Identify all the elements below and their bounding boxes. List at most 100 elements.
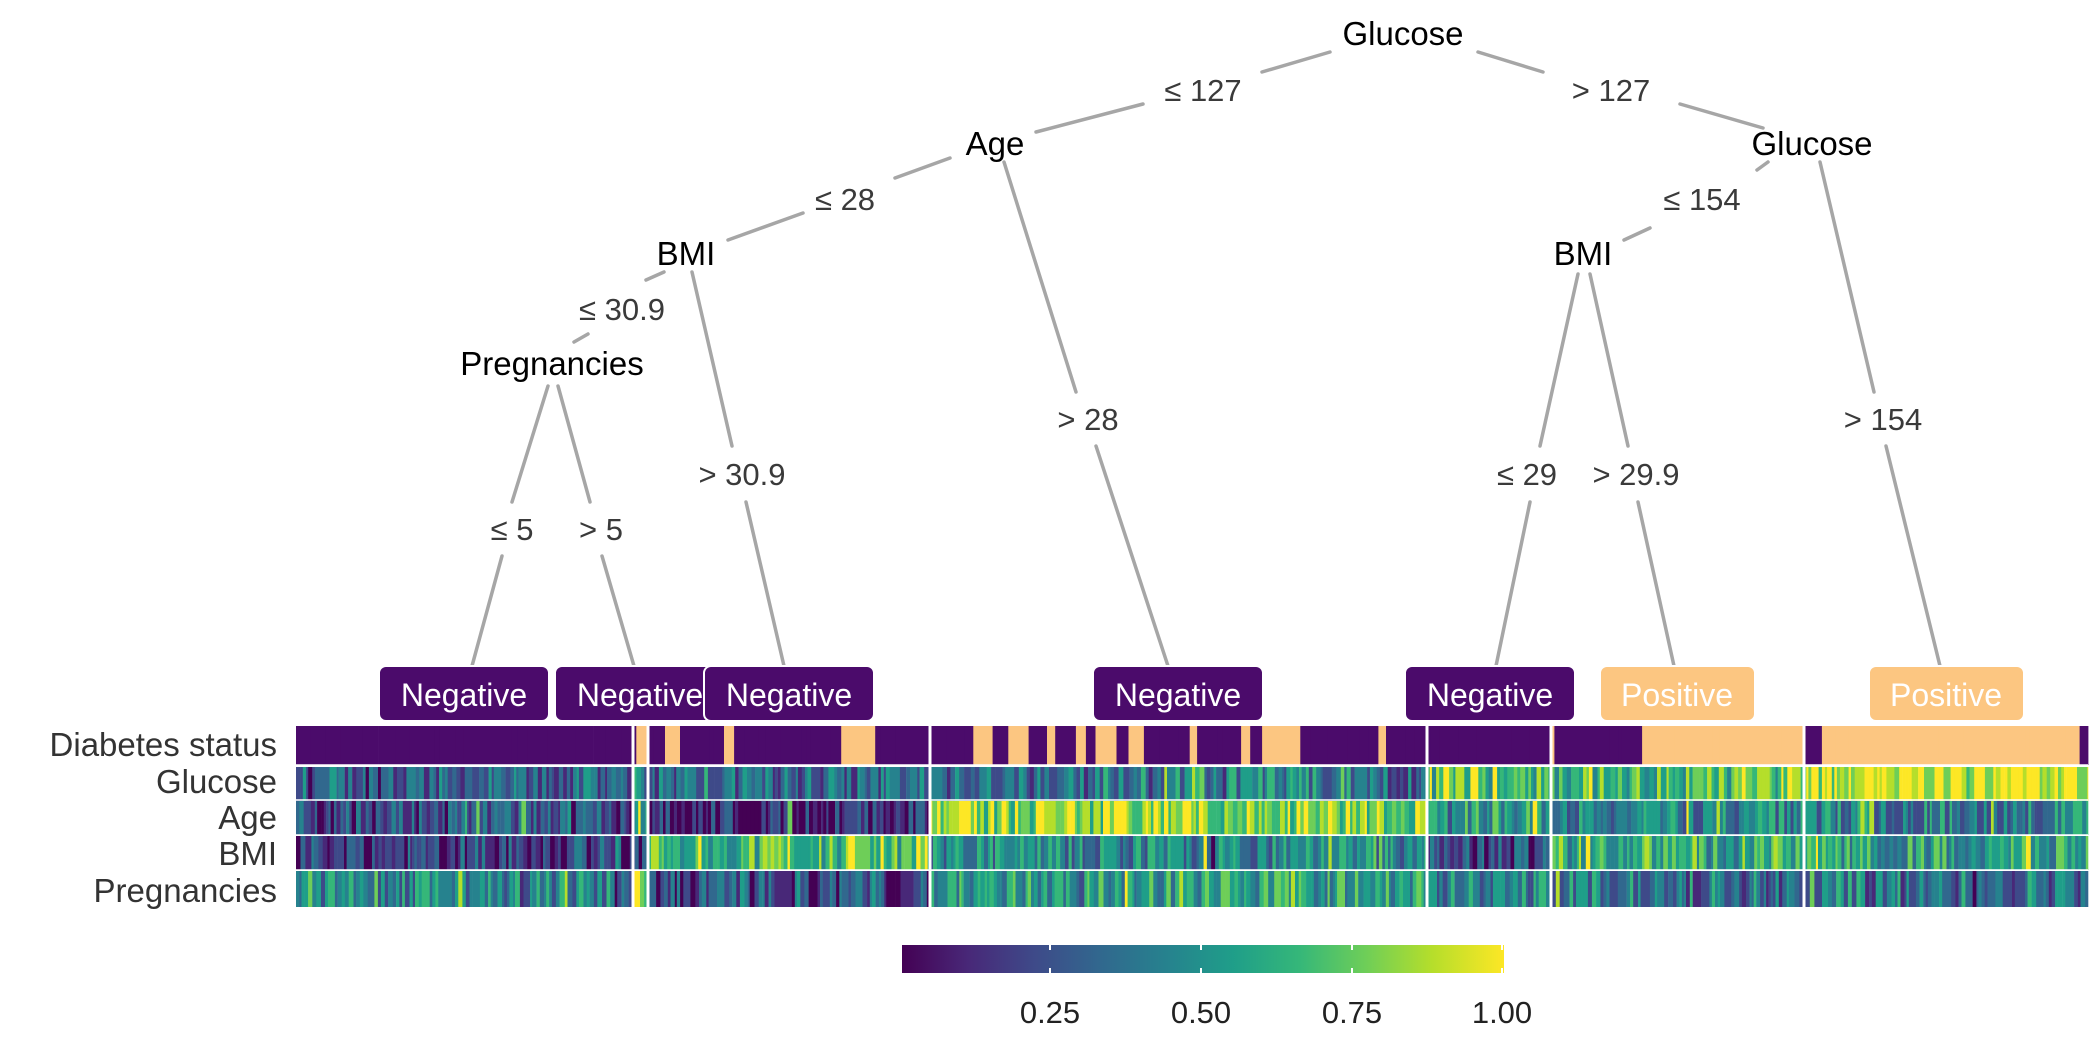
feature-cell (1618, 836, 1624, 870)
feature-cell (1430, 836, 1435, 870)
feature-cell (891, 767, 896, 801)
feature-cell (317, 801, 322, 835)
feature-cell (1308, 767, 1313, 801)
feature-cell (2013, 836, 2018, 870)
feature-cell (1686, 836, 1691, 870)
feature-cell (1153, 871, 1158, 907)
feature-cell (586, 836, 592, 870)
feature-cell (1464, 767, 1468, 801)
feature-cell (1195, 767, 1200, 801)
feature-cell (1400, 801, 1405, 835)
status-cell (378, 726, 397, 765)
feature-cell (426, 801, 431, 835)
edge-label-e1: ≤ 127 (1164, 73, 1241, 108)
feature-cell (1738, 836, 1743, 870)
feature-cell (1916, 836, 1922, 870)
feature-cell (1206, 767, 1211, 801)
feature-cell (1905, 767, 1909, 801)
feature-cell (1370, 836, 1374, 870)
feature-cell (708, 801, 712, 835)
feature-cell (1911, 871, 1917, 907)
feature-cell (1264, 767, 1268, 801)
feature-cell (1711, 836, 1714, 870)
feature-cell (564, 871, 568, 907)
feature-cell (518, 801, 522, 835)
feature-cell (795, 767, 799, 801)
feature-cell (311, 836, 314, 870)
feature-cell (1157, 871, 1161, 907)
feature-cell (600, 767, 606, 801)
feature-cell (555, 871, 560, 907)
feature-cell (905, 871, 910, 907)
feature-cell (1323, 836, 1329, 870)
feature-cell (316, 871, 322, 907)
feature-cell (1563, 836, 1568, 870)
feature-cell (518, 836, 524, 870)
feature-cell (883, 836, 887, 870)
feature-cell (1376, 836, 1380, 870)
feature-cell (2057, 801, 2062, 835)
feature-cell (1442, 871, 1448, 907)
status-cell (1821, 726, 1837, 765)
feature-cell (482, 801, 488, 835)
feature-cell (358, 767, 364, 801)
feature-cell (1166, 871, 1172, 907)
feature-cell (1728, 871, 1732, 907)
feature-cell (1014, 836, 1018, 870)
feature-cell (356, 871, 361, 907)
feature-cell (1258, 801, 1262, 835)
feature-cell (1757, 801, 1763, 835)
feature-cell (1043, 871, 1048, 907)
feature-cell (862, 871, 868, 907)
feature-cell (494, 801, 498, 835)
feature-cell (1037, 836, 1041, 870)
feature-cell (591, 836, 595, 870)
feature-cell (1837, 801, 1842, 835)
feature-cell (1049, 767, 1053, 801)
feature-cell (1582, 801, 1586, 835)
feature-cell (400, 767, 404, 801)
feature-cell (765, 801, 769, 835)
feature-cell (1336, 801, 1341, 835)
feature-cell (2010, 767, 2016, 801)
feature-cell (1725, 801, 1731, 835)
feature-cell (1904, 871, 1907, 907)
feature-cell (640, 801, 646, 835)
feature-cell (1860, 871, 1866, 907)
feature-cell (676, 767, 681, 801)
feature-cell (446, 836, 451, 870)
feature-cell (527, 836, 532, 870)
feature-cell (1213, 871, 1217, 907)
feature-cell (471, 801, 477, 835)
feature-cell (1203, 836, 1208, 870)
feature-cell (648, 801, 653, 835)
feature-cell (970, 767, 975, 801)
feature-cell (1786, 871, 1790, 907)
feature-cell (1084, 871, 1088, 907)
feature-cell (1816, 801, 1822, 835)
feature-cell (1907, 836, 1913, 870)
feature-cell (924, 836, 929, 870)
feature-cell (1083, 767, 1089, 801)
feature-cell (1541, 767, 1545, 801)
feature-cell (1316, 767, 1321, 801)
feature-cell (800, 836, 804, 870)
feature-cell (1391, 801, 1397, 835)
feature-cell (1342, 801, 1346, 835)
feature-cell (583, 871, 588, 907)
feature-cell (797, 836, 802, 870)
feature-cell (1544, 767, 1549, 801)
status-cell (1800, 726, 1805, 765)
feature-cell (684, 801, 688, 835)
feature-cell (676, 836, 681, 870)
feature-cell (1360, 836, 1363, 870)
feature-cell (2020, 801, 2023, 835)
feature-cell (1683, 871, 1687, 907)
feature-cell (1715, 871, 1719, 907)
feature-cell (901, 836, 905, 870)
feature-cell (1454, 836, 1459, 870)
feature-cell (1379, 801, 1385, 835)
feature-cell (1348, 836, 1353, 870)
feature-cell (802, 801, 806, 835)
status-cell (992, 726, 1009, 765)
